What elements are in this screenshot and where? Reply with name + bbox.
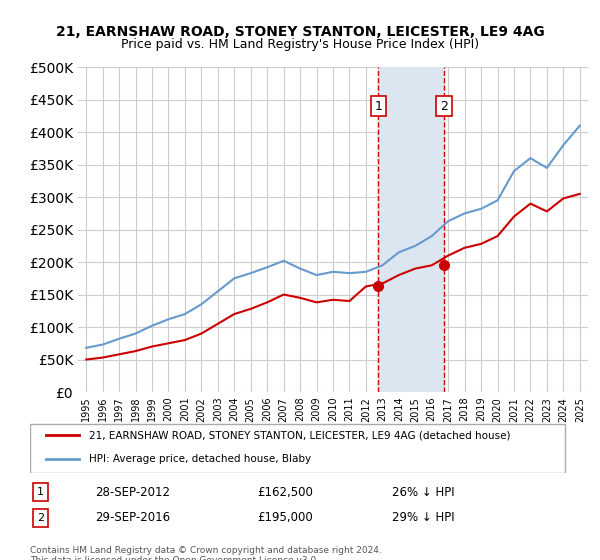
Text: £195,000: £195,000 [257,511,313,524]
Text: 21, EARNSHAW ROAD, STONEY STANTON, LEICESTER, LE9 4AG (detached house): 21, EARNSHAW ROAD, STONEY STANTON, LEICE… [89,431,511,440]
Text: 28-SEP-2012: 28-SEP-2012 [95,486,170,498]
Text: 2: 2 [440,100,448,113]
Text: 21, EARNSHAW ROAD, STONEY STANTON, LEICESTER, LE9 4AG: 21, EARNSHAW ROAD, STONEY STANTON, LEICE… [56,25,544,39]
Text: 29% ↓ HPI: 29% ↓ HPI [392,511,454,524]
Bar [378,67,444,392]
Text: 29-SEP-2016: 29-SEP-2016 [95,511,170,524]
Text: Contains HM Land Registry data © Crown copyright and database right 2024.
This d: Contains HM Land Registry data © Crown c… [30,546,382,560]
Text: 1: 1 [374,100,382,113]
Text: £162,500: £162,500 [257,486,313,498]
Text: Price paid vs. HM Land Registry's House Price Index (HPI): Price paid vs. HM Land Registry's House … [121,38,479,50]
FancyBboxPatch shape [30,424,565,473]
Text: HPI: Average price, detached house, Blaby: HPI: Average price, detached house, Blab… [89,454,311,464]
Text: 2: 2 [37,513,44,523]
Text: 26% ↓ HPI: 26% ↓ HPI [392,486,454,498]
Text: 1: 1 [37,487,44,497]
